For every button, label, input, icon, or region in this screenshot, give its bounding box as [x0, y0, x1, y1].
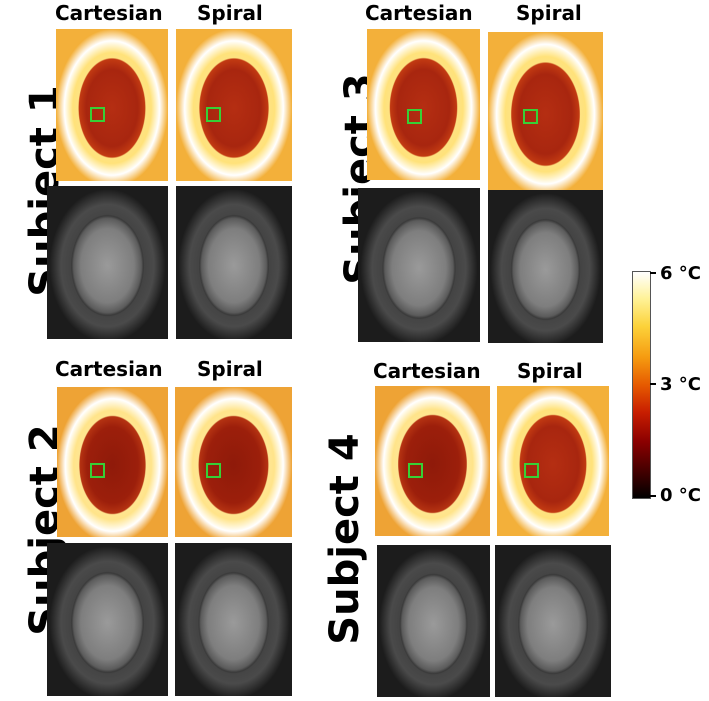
roi-marker — [408, 463, 423, 478]
temperature-map-spiral — [176, 29, 292, 181]
colorbar-tick-max — [650, 272, 656, 274]
roi-marker — [206, 463, 221, 478]
column-label-spiral: Spiral — [197, 357, 263, 381]
roi-marker — [90, 107, 105, 122]
magnitude-image-cartesian — [47, 543, 168, 696]
roi-marker — [206, 107, 221, 122]
magnitude-image-cartesian — [47, 186, 168, 339]
column-label-cartesian: Cartesian — [55, 1, 163, 25]
colorbar-tick-min — [650, 495, 656, 497]
colorbar-label-min: 0 °C — [660, 485, 702, 506]
colorbar-label-max: 6 °C — [660, 263, 702, 284]
temperature-map-spiral — [488, 32, 603, 190]
roi-marker — [407, 109, 422, 124]
column-label-cartesian: Cartesian — [55, 357, 163, 381]
roi-marker — [524, 463, 539, 478]
colorbar-label-mid: 3 °C — [660, 374, 702, 395]
magnitude-image-spiral — [176, 186, 292, 339]
column-label-cartesian: Cartesian — [373, 359, 481, 383]
column-label-cartesian: Cartesian — [365, 1, 473, 25]
magnitude-image-spiral — [175, 543, 292, 696]
subject-label: Subject 4 — [322, 433, 368, 645]
magnitude-image-spiral — [495, 545, 611, 697]
temperature-map-spiral — [175, 387, 292, 537]
temperature-map-cartesian — [367, 29, 480, 180]
column-label-spiral: Spiral — [517, 359, 583, 383]
column-label-spiral: Spiral — [516, 1, 582, 25]
magnitude-image-cartesian — [377, 545, 490, 697]
temperature-map-cartesian — [57, 387, 168, 537]
column-label-spiral: Spiral — [197, 1, 263, 25]
temperature-map-cartesian — [56, 29, 168, 181]
colorbar-tick-mid — [650, 383, 656, 385]
temperature-map-cartesian — [375, 386, 490, 536]
temperature-colorbar — [632, 271, 651, 499]
roi-marker — [90, 463, 105, 478]
roi-marker — [523, 109, 538, 124]
magnitude-image-cartesian — [358, 188, 480, 342]
temperature-map-spiral — [497, 386, 609, 536]
magnitude-image-spiral — [488, 190, 603, 343]
